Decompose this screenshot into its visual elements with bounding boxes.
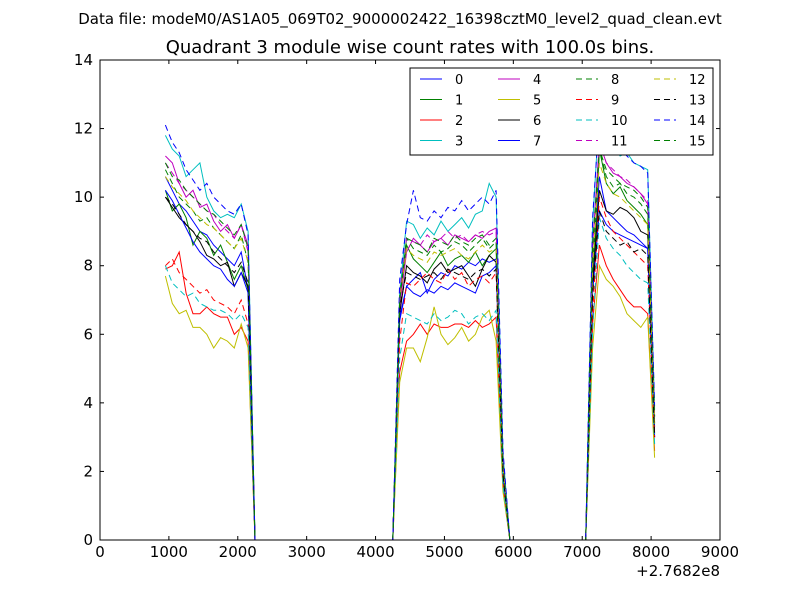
chart-title: Quadrant 3 module wise count rates with … xyxy=(166,37,655,58)
legend-label-2: 2 xyxy=(455,114,463,129)
series-line-5 xyxy=(164,263,656,541)
series-line-4 xyxy=(165,142,656,541)
axes-frame xyxy=(99,59,721,541)
figure-suptitle: Data file: modeM0/AS1A05_069T02_90000024… xyxy=(78,10,722,29)
y-tick-label: 10 xyxy=(74,188,93,206)
x-tick-label: 1000 xyxy=(150,543,188,561)
series-line-14 xyxy=(164,114,656,541)
legend-label-8: 8 xyxy=(611,73,619,88)
legend-label-4: 4 xyxy=(533,73,541,88)
legend-label-9: 9 xyxy=(611,94,619,109)
x-tick-label: 4000 xyxy=(356,543,394,561)
series-line-13 xyxy=(165,196,656,541)
legend-label-1: 1 xyxy=(455,94,463,109)
x-axis: 0 1000 2000 3000 4000 5000 6000 7000 8000 9000 xyxy=(95,60,739,561)
legend-label-6: 6 xyxy=(533,114,541,129)
x-tick-label: 7000 xyxy=(563,543,601,561)
legend-label-3: 3 xyxy=(455,135,463,150)
y-tick-label: 0 xyxy=(83,531,93,549)
x-tick-label: 8000 xyxy=(632,543,670,561)
series-line-0 xyxy=(164,176,656,541)
x-tick-label: 2000 xyxy=(219,543,257,561)
legend-label-0: 0 xyxy=(455,73,463,88)
legend-box xyxy=(409,67,714,156)
series-line-15 xyxy=(164,148,656,541)
x-tick-label: 9000 xyxy=(701,543,739,561)
series-line-11 xyxy=(164,142,656,541)
y-tick-label: 6 xyxy=(83,325,93,343)
series-line-2 xyxy=(165,244,656,541)
y-tick-label: 14 xyxy=(74,51,93,69)
y-tick-label: 4 xyxy=(83,394,93,412)
series-line-6 xyxy=(164,190,656,541)
y-tick-label: 12 xyxy=(74,120,93,138)
legend-label-15: 15 xyxy=(689,135,706,150)
y-tick-label: 2 xyxy=(83,462,93,480)
plot-lines xyxy=(164,107,656,541)
series-line-9 xyxy=(165,196,656,541)
series-line-7 xyxy=(164,190,656,541)
x-tick-label: 3000 xyxy=(288,543,326,561)
series-line-12 xyxy=(164,162,656,541)
x-tick-label: 6000 xyxy=(494,543,532,561)
x-tick-label: 5000 xyxy=(425,543,463,561)
legend-label-14: 14 xyxy=(689,114,706,129)
x-tick-label: 0 xyxy=(95,543,105,561)
legend-label-10: 10 xyxy=(611,114,628,129)
legend-label-11: 11 xyxy=(611,135,628,150)
legend-label-12: 12 xyxy=(689,73,706,88)
legend-label-5: 5 xyxy=(533,94,541,109)
x-offset-label: +2.7682e8 xyxy=(636,562,720,580)
series-line-10 xyxy=(164,217,656,541)
legend-label-13: 13 xyxy=(689,94,706,109)
y-tick-label: 8 xyxy=(83,257,93,275)
legend-label-7: 7 xyxy=(533,135,541,150)
